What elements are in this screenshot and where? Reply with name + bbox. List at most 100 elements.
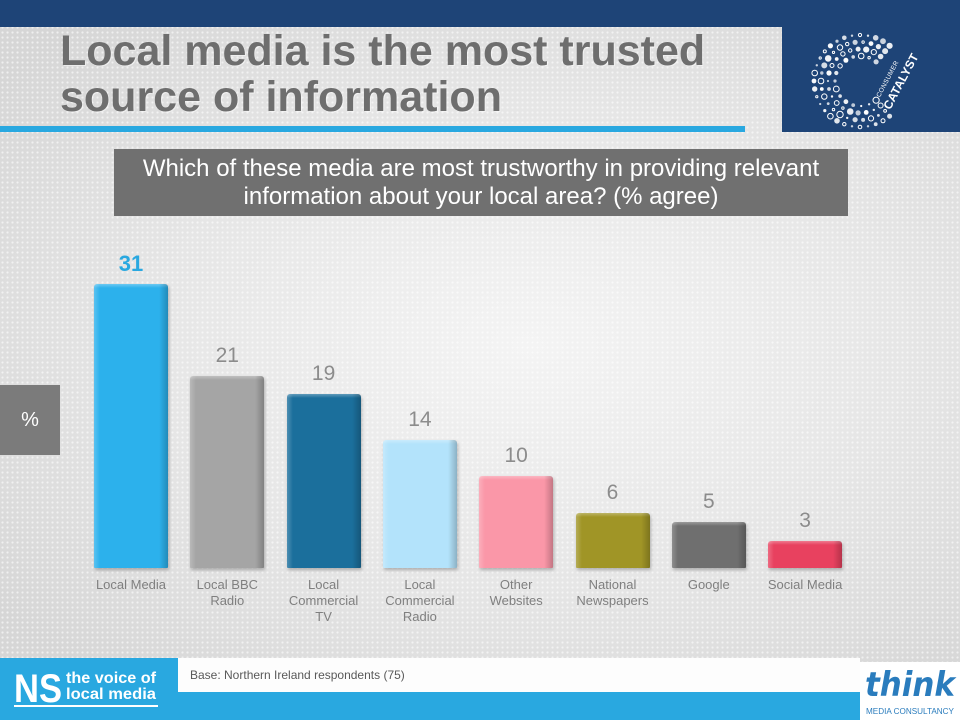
- value-label-local-commercial-radio: 14: [408, 407, 432, 431]
- logo-dot: [820, 71, 824, 75]
- logo-dot: [851, 55, 855, 59]
- ns-logo-underline: [14, 705, 158, 707]
- consumer-catalyst-logo: CONSUMER CATALYST: [782, 27, 960, 132]
- logo-dot: [857, 124, 863, 130]
- ns-logo-mark: NS: [14, 667, 62, 711]
- logo-dot: [817, 77, 825, 85]
- logo-dot: [837, 63, 843, 69]
- logo-dot: [826, 79, 830, 83]
- logo-dot: [811, 78, 817, 84]
- logo-dot: [872, 108, 875, 112]
- question-box: Which of these media are most trustworth…: [114, 149, 848, 216]
- logo-dot: [824, 55, 832, 62]
- logo-dot: [867, 115, 875, 122]
- logo-dot: [886, 42, 893, 49]
- logo-dot: [842, 122, 847, 127]
- logo-dot: [873, 59, 879, 65]
- bar-national-newspapers: [575, 513, 650, 568]
- logo-dot: [855, 46, 861, 52]
- logo-dot: [838, 94, 842, 98]
- consumer-catalyst-logo-graphic: CONSUMER CATALYST: [811, 32, 922, 130]
- logo-dot: [840, 51, 846, 57]
- logo-dot: [880, 38, 886, 45]
- logo-dot: [877, 53, 884, 60]
- logo-dot: [872, 96, 880, 104]
- logo-dot: [829, 63, 835, 68]
- bar-chart: 31 Local Media 21 Local BBC Radio 19 Local Co…: [80, 240, 860, 640]
- logo-dot: [815, 95, 819, 99]
- logo-dot: [827, 87, 831, 91]
- category-label-local-commercial-tv: Local Commercial TV: [288, 577, 359, 624]
- bar-local-media: [94, 284, 168, 568]
- bar-local-commercial-tv: [286, 393, 361, 568]
- category-label-other-websites: Other Websites: [489, 577, 543, 608]
- logo-dot: [833, 79, 837, 83]
- think-logo: think MEDIA CONSULTANCY: [860, 662, 960, 720]
- logo-dot: [843, 57, 849, 63]
- logo-dot: [830, 95, 834, 98]
- think-logo-mark: think: [865, 665, 957, 705]
- logo-dot: [887, 113, 893, 119]
- bar-other-websites: [479, 476, 554, 568]
- logo-dot: [848, 48, 853, 53]
- logo-dot: [819, 87, 824, 91]
- logo-dot: [851, 103, 856, 107]
- logo-dot: [834, 70, 839, 76]
- logo-dot: [831, 50, 836, 54]
- logo-dot: [822, 49, 827, 54]
- think-logo-tagline: MEDIA CONSULTANCY: [866, 707, 955, 716]
- unit-box: %: [0, 385, 60, 455]
- category-label-social-media: Social Media: [767, 577, 843, 592]
- logo-dot: [861, 117, 866, 122]
- logo-dot: [815, 64, 818, 67]
- top-banner: [0, 0, 960, 27]
- logo-dot: [860, 104, 863, 108]
- logo-dot: [852, 39, 858, 45]
- logo-dot: [836, 110, 844, 119]
- logo-dot: [866, 34, 870, 37]
- logo-dot: [882, 48, 889, 55]
- value-label-google: 5: [702, 490, 715, 514]
- logo-dot: [826, 70, 832, 76]
- logo-dot: [841, 106, 845, 110]
- category-label-national-newspapers: National Newspapers: [576, 577, 649, 608]
- logo-dot: [867, 103, 871, 106]
- bar-social-media: [768, 540, 843, 568]
- logo-dot: [812, 86, 818, 92]
- footer-stripe: [178, 692, 860, 720]
- page-title: Local media is the most trusted source o…: [60, 27, 706, 121]
- logo-dot: [836, 44, 844, 51]
- logo-dot: [861, 40, 865, 44]
- logo-dot: [827, 112, 834, 120]
- logo-dot: [850, 125, 854, 128]
- logo-dot: [846, 108, 854, 115]
- logo-dot: [883, 109, 887, 113]
- logo-dot: [821, 93, 828, 100]
- logo-dot: [873, 122, 878, 127]
- logo-dot: [868, 41, 874, 46]
- value-label-local-commercial-tv: 19: [311, 361, 336, 385]
- logo-dot: [833, 100, 840, 106]
- logo-dot: [819, 102, 822, 106]
- logo-dot: [831, 107, 836, 112]
- ns-logo-line2: local media: [66, 686, 156, 703]
- logo-dot: [818, 56, 822, 60]
- logo-dot: [834, 118, 840, 124]
- unit-label: %: [21, 408, 39, 431]
- bar-google: [671, 522, 746, 568]
- question-text: Which of these media are most trustworth…: [142, 154, 820, 210]
- bar-local-bbc-radio: [190, 375, 265, 568]
- bar-local-commercial-radio: [382, 439, 457, 568]
- category-label-local-bbc-radio: Local BBC Radio: [196, 577, 258, 608]
- ns-logo-graphic: NS the voice of local media: [14, 667, 158, 711]
- logo-dot: [866, 125, 870, 128]
- logo-dot: [872, 35, 879, 41]
- category-label-google: Google: [687, 577, 730, 592]
- value-label-local-media: 31: [118, 251, 144, 276]
- logo-dot: [875, 44, 881, 50]
- logo-dot: [850, 34, 854, 37]
- value-label-national-newspapers: 6: [606, 481, 619, 505]
- logo-dot: [844, 41, 850, 47]
- logo-dot: [842, 35, 847, 41]
